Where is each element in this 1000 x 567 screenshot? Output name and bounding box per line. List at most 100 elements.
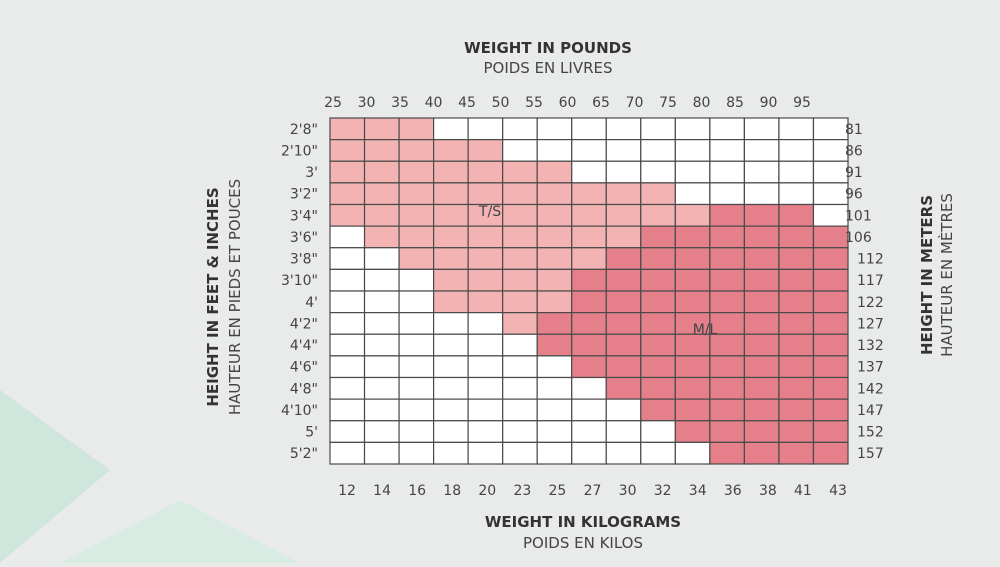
- grid-cell: [467, 312, 504, 335]
- grid-cell: [467, 182, 504, 206]
- grid-cell: [433, 268, 469, 292]
- region-label: T/S: [478, 204, 501, 220]
- grid-cell: [605, 203, 642, 227]
- top-label: 30: [358, 95, 376, 111]
- grid-cell: [778, 182, 815, 206]
- grid-cell: [709, 225, 745, 249]
- bottom-label: 16: [408, 483, 426, 499]
- grid-cell: [502, 139, 538, 162]
- grid-cell: [536, 398, 573, 422]
- grid-cell: [709, 441, 745, 465]
- grid-cell: [571, 333, 607, 357]
- grid-cell: [743, 376, 780, 400]
- region-label: M/L: [693, 322, 718, 338]
- grid-cell: [812, 290, 849, 314]
- grid-cell: [502, 203, 538, 227]
- right-label: 147: [857, 403, 884, 419]
- grid-cell: [605, 441, 642, 465]
- grid-cell: [467, 420, 504, 443]
- grid-cell: [605, 420, 642, 443]
- grid-cell: [812, 139, 849, 162]
- grid-cell: [433, 312, 469, 335]
- grid-cell: [536, 225, 573, 249]
- grid-cell: [709, 182, 745, 206]
- grid-cell: [536, 420, 573, 443]
- left-label: 2'8": [290, 122, 318, 138]
- grid-cell: [536, 333, 573, 357]
- grid-cell: [812, 203, 849, 227]
- grid-cell: [398, 139, 435, 162]
- grid-cell: [536, 117, 573, 141]
- grid-cell: [398, 398, 435, 422]
- grid-cell: [812, 441, 849, 465]
- left-label: 3'2": [290, 187, 318, 203]
- grid-cell: [674, 247, 711, 270]
- right-label: 106: [845, 230, 872, 246]
- grid-cell: [398, 225, 435, 249]
- grid-cell: [329, 160, 366, 184]
- grid-cell: [674, 225, 711, 249]
- grid-cell: [363, 160, 400, 184]
- right-label: 137: [857, 360, 884, 376]
- grid-cell: [743, 160, 780, 184]
- grid-cell: [502, 398, 538, 422]
- left-label: 4'10": [281, 403, 318, 419]
- top-title: WEIGHT IN POUNDS: [464, 39, 632, 57]
- grid-cell: [536, 203, 573, 227]
- grid-cell: [605, 225, 642, 249]
- grid-cell: [812, 117, 849, 141]
- bottom-label: 34: [689, 483, 707, 499]
- grid-cell: [363, 247, 400, 270]
- grid-cell: [433, 225, 469, 249]
- top-label: 90: [760, 95, 778, 111]
- grid-cell: [502, 268, 538, 292]
- grid-cell: [502, 225, 538, 249]
- grid-cell: [571, 420, 607, 443]
- grid-cell: [433, 290, 469, 314]
- grid-cell: [433, 247, 469, 270]
- grid-cell: [536, 441, 573, 465]
- grid-cell: [398, 247, 435, 270]
- grid-cell: [502, 182, 538, 206]
- left-label: 3'8": [290, 252, 318, 268]
- grid-cell: [674, 139, 711, 162]
- grid-cell: [709, 117, 745, 141]
- bottom-label: 14: [373, 483, 391, 499]
- bottom-label: 43: [829, 483, 847, 499]
- grid-cell: [502, 355, 538, 379]
- grid-cell: [674, 420, 711, 443]
- bottom-label: 18: [443, 483, 461, 499]
- grid-cell: [640, 420, 676, 443]
- grid-cell: [605, 290, 642, 314]
- grid-cell: [605, 398, 642, 422]
- grid-cell: [329, 398, 366, 422]
- grid-cell: [743, 225, 780, 249]
- grid-cell: [571, 225, 607, 249]
- grid-cell: [778, 398, 815, 422]
- right-label: 142: [857, 381, 884, 397]
- grid-cell: [778, 139, 815, 162]
- bottom-subtitle: POIDS EN KILOS: [523, 534, 643, 552]
- grid-cell: [398, 268, 435, 292]
- grid-cell: [674, 160, 711, 184]
- left-label: 5': [305, 425, 318, 441]
- grid-cell: [502, 117, 538, 141]
- grid-cell: [812, 355, 849, 379]
- left-title: HEIGHT IN FEET & INCHES: [204, 187, 222, 406]
- grid-cell: [502, 247, 538, 270]
- bottom-label: 30: [619, 483, 637, 499]
- grid-cell: [571, 398, 607, 422]
- grid-cell: [329, 268, 366, 292]
- decor: [60, 500, 300, 563]
- grid-cell: [363, 420, 400, 443]
- grid-cell: [812, 160, 849, 184]
- grid-cell: [743, 333, 780, 357]
- left-label: 5'2": [290, 446, 318, 462]
- grid-cell: [709, 268, 745, 292]
- grid-cell: [571, 160, 607, 184]
- grid-cell: [640, 290, 676, 314]
- grid-cell: [363, 441, 400, 465]
- grid-cell: [812, 312, 849, 335]
- top-label: 25: [324, 95, 342, 111]
- grid-cell: [363, 268, 400, 292]
